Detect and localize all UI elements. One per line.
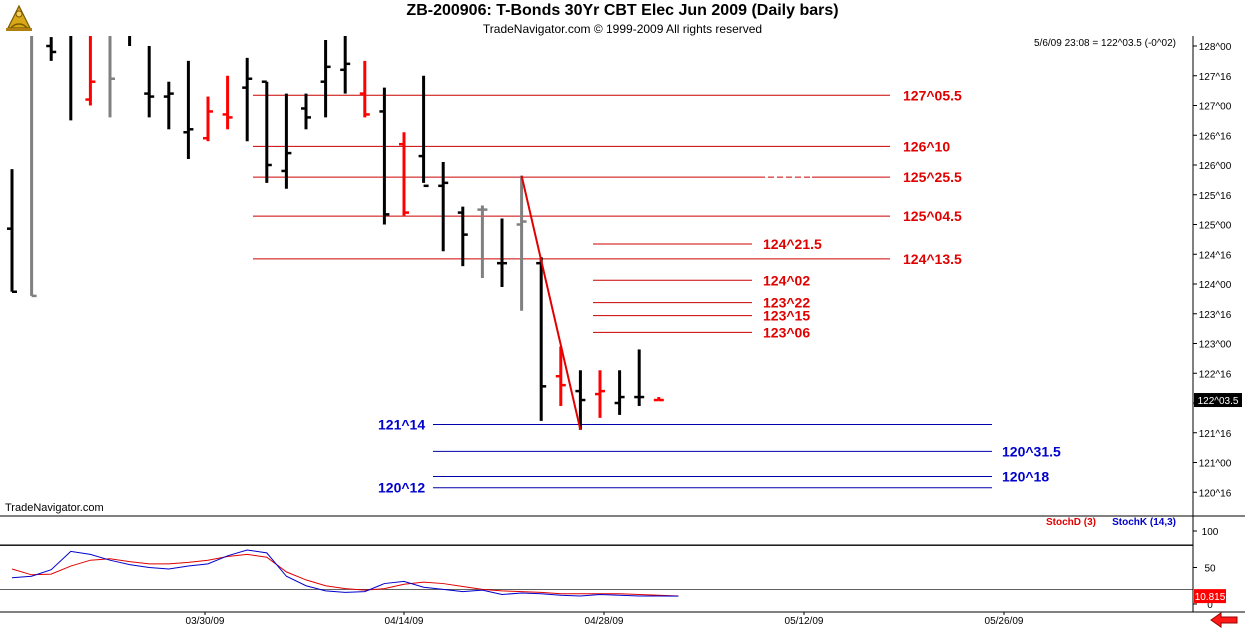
ohlc-bar [379,87,390,225]
ohlc-bar [634,349,645,406]
price-tick-label: 124^16 [1199,250,1232,261]
chart-title: ZB-200906: T-Bonds 30Yr CBT Elec Jun 200… [406,2,839,19]
ohlc-bar [163,81,174,130]
ohlc-bar [477,205,488,279]
ohlc-bar [359,60,370,118]
legend-stochd: StochD (3) [1046,517,1096,528]
price-axis: 128^00 127^16 127^00 126^16 126^00 125^16 125^… [1193,42,1232,499]
copyright-subtitle: TradeNavigator.com © 1999-2009 All right… [482,22,763,36]
trendline [520,175,582,431]
resistance-label: 124^21.5 [763,236,822,252]
date-tick-label: 05/12/09 [785,616,824,627]
ohlc-bar [46,37,57,61]
ohlc-bar [595,370,605,418]
support-label: 120^12 [378,480,425,496]
price-tick-label: 125^00 [1199,221,1232,232]
last-price-label: 122^03.5 [1198,396,1239,407]
ohlc-bar [536,257,547,421]
ohlc-bar [281,93,292,189]
stoch-tick-label: 0 [1207,600,1213,611]
ohlc-bar [497,218,507,287]
ohlc-bar [183,60,194,160]
support-label: 120^31.5 [1002,443,1061,459]
price-tick-label: 126^16 [1199,131,1232,142]
support-label: 121^14 [378,416,425,432]
ohlc-bar [85,36,96,106]
price-tick-label: 122^16 [1199,369,1232,380]
ohlc-bar [340,36,351,94]
last-price-box [1194,393,1242,408]
date-axis: 03/30/09 04/14/09 04/28/09 05/12/09 05/26/09 [186,612,1024,627]
resistance-label: 125^04.5 [903,208,962,224]
stoch-series-line [11,553,679,597]
ohlc-bar [222,75,233,130]
ohlc-bar [320,40,331,118]
resistance-label: 126^10 [903,138,950,154]
stoch-levels: 100 50 0 [0,527,1219,611]
ohlc-bar [7,169,17,293]
resistance-label: 123^22 [763,295,810,311]
price-tick-label: 121^16 [1199,429,1232,440]
stoch-lines [11,549,679,597]
ohlc-bar [203,96,213,142]
ohlc-bar [418,75,429,188]
resistance-label: 123^15 [763,308,810,324]
ohlc-bar [242,57,253,142]
ohlc-bar [144,46,155,118]
back-arrow-icon[interactable] [1209,612,1239,628]
price-levels: 127^05.5 126^10 125^25.5 125^04.5 124^21.5 12… [253,87,1061,496]
ohlc-bar [555,346,566,406]
price-tick-label: 123^16 [1199,310,1232,321]
date-tick-label: 04/14/09 [385,616,424,627]
price-tick-label: 126^00 [1199,161,1232,172]
stoch-value-marker: 10.815 [1194,589,1226,604]
last-price-marker: 122^03.5 [1194,393,1242,408]
resistance-label: 123^06 [763,324,810,340]
price-tick-label: 120^16 [1199,488,1232,499]
price-tick-label: 128^00 [1199,42,1232,53]
resistance-label: 127^05.5 [903,87,962,103]
price-tick-label: 121^00 [1199,459,1232,470]
resistance-label: 124^13.5 [903,251,962,267]
trendlines [520,175,582,431]
stoch-tick-label: 100 [1202,527,1219,538]
legend-stochk: StochK (14,3) [1112,517,1176,528]
ohlc-bars [7,36,664,430]
stoch-value-box [1194,589,1226,604]
resistance-label: 124^02 [763,272,810,288]
support-label: 120^18 [1002,469,1049,485]
price-tick-label: 123^00 [1199,340,1232,351]
watermark: TradeNavigator.com [5,502,104,514]
stoch-tick-label: 50 [1204,564,1216,575]
stoch-legend: StochD (3) StochK (14,3) [1046,517,1176,528]
ohlc-bar [438,162,449,252]
price-tick-label: 127^16 [1199,72,1232,83]
ohlc-bar [457,206,468,267]
ohlc-bar [301,93,311,130]
sextant-logo-icon[interactable] [2,2,36,34]
price-tick-label: 127^00 [1199,102,1232,113]
ohlc-bar [516,175,527,311]
ohlc-bar [614,370,625,415]
ohlc-bar [261,80,272,183]
ohlc-bar [575,370,586,430]
status-readout: 5/6/09 23:08 = 122^03.5 (-0^02) [1034,38,1176,49]
price-tick-label: 124^00 [1199,280,1232,291]
date-tick-label: 05/26/09 [985,616,1024,627]
stoch-series-line [11,549,679,597]
ohlc-bar [30,36,37,298]
price-tick-label: 125^16 [1199,191,1232,202]
ohlc-bar [653,397,664,402]
ohlc-bar [399,132,409,216]
date-tick-label: 03/30/09 [186,616,225,627]
resistance-label: 125^25.5 [903,169,962,185]
stoch-value-label: 10.815 [1195,592,1226,603]
ohlc-bar [108,36,115,118]
date-tick-label: 04/28/09 [585,616,624,627]
